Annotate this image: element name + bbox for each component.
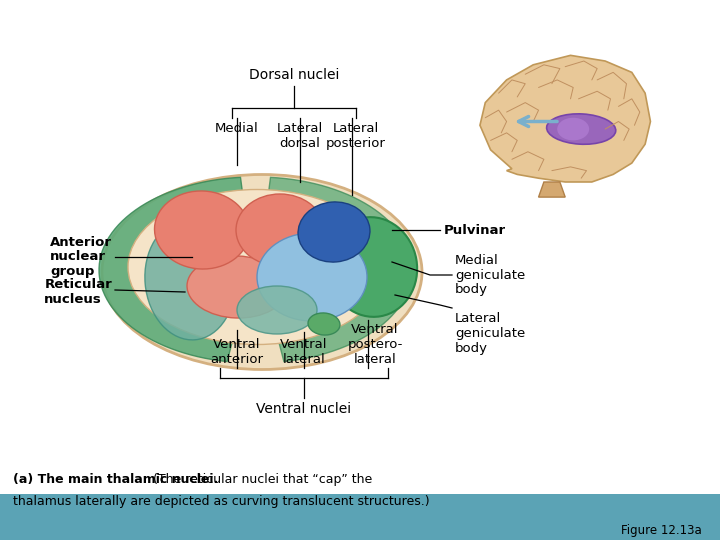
Ellipse shape: [257, 233, 367, 321]
Ellipse shape: [155, 191, 249, 269]
Polygon shape: [267, 177, 412, 362]
Text: Lateral
dorsal: Lateral dorsal: [277, 122, 323, 150]
Ellipse shape: [546, 114, 616, 144]
Text: thalamus laterally are depicted as curving translucent structures.): thalamus laterally are depicted as curvi…: [13, 495, 430, 508]
Ellipse shape: [102, 174, 422, 369]
Polygon shape: [480, 56, 650, 182]
Text: (The reticular nuclei that “cap” the: (The reticular nuclei that “cap” the: [148, 472, 372, 485]
Text: (a) The main thalamic nuclei.: (a) The main thalamic nuclei.: [13, 472, 218, 485]
Text: Lateral
posterior: Lateral posterior: [326, 122, 386, 150]
Ellipse shape: [327, 217, 417, 317]
Text: Ventral
postero-
lateral: Ventral postero- lateral: [347, 323, 402, 366]
Polygon shape: [99, 177, 243, 362]
Ellipse shape: [236, 194, 324, 266]
Text: Lateral
geniculate
body: Lateral geniculate body: [455, 312, 526, 355]
Ellipse shape: [187, 256, 287, 318]
Text: Ventral
lateral: Ventral lateral: [280, 338, 328, 366]
Ellipse shape: [128, 190, 386, 345]
Polygon shape: [539, 182, 565, 197]
Text: Dorsal nuclei: Dorsal nuclei: [249, 68, 339, 82]
Ellipse shape: [557, 118, 589, 140]
Text: Ventral
anterior: Ventral anterior: [210, 338, 264, 366]
Ellipse shape: [308, 313, 340, 335]
Ellipse shape: [237, 286, 317, 334]
Text: Medial
geniculate
body: Medial geniculate body: [455, 253, 526, 296]
Text: Figure 12.13a: Figure 12.13a: [621, 524, 702, 537]
Text: Pulvinar: Pulvinar: [444, 224, 506, 237]
Ellipse shape: [145, 220, 235, 340]
Text: Medial: Medial: [215, 122, 259, 135]
Text: Ventral nuclei: Ventral nuclei: [256, 402, 351, 416]
Text: Reticular
nucleus: Reticular nucleus: [44, 278, 112, 306]
Text: Anterior
nuclear
group: Anterior nuclear group: [50, 235, 112, 279]
Ellipse shape: [298, 202, 370, 262]
